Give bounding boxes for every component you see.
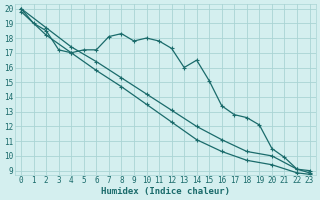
- X-axis label: Humidex (Indice chaleur): Humidex (Indice chaleur): [101, 187, 230, 196]
